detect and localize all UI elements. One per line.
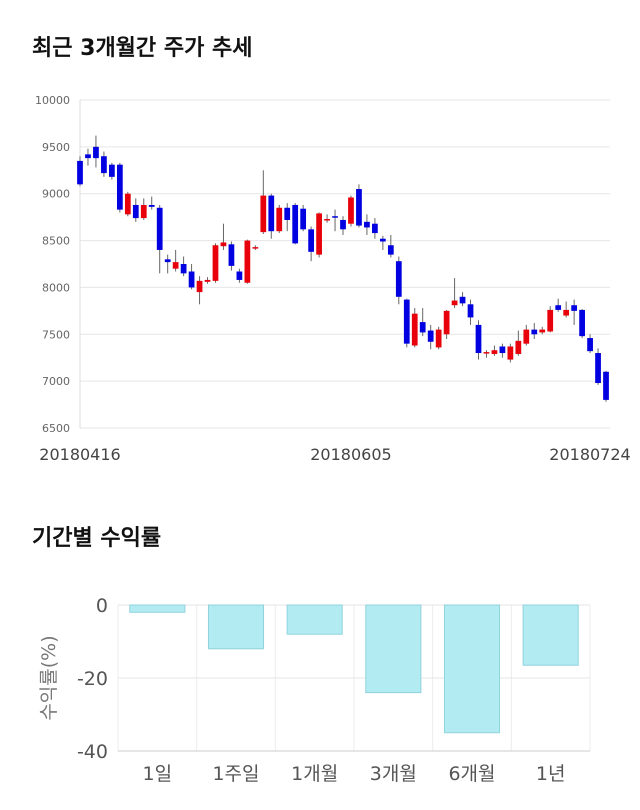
returns-bar-chart: 0 -20 -40 1일 1주일 1개월 3개월 6개월 1년 수익률(%) [38,595,591,785]
return-bar [286,604,343,635]
candle-down [595,353,601,384]
y-tick-label: 7500 [42,328,70,341]
candle-down [356,189,362,226]
candle-up [451,300,458,306]
candle-up [483,352,490,354]
candle-down [587,338,593,352]
candle-down [403,299,410,344]
x-tick-label: 1개월 [291,763,338,785]
candle-up [204,279,211,282]
return-bar [365,604,422,694]
candle-down [467,304,474,318]
price-trend-title: 최근 3개월간 주가 추세 [32,36,253,61]
candle-up [348,197,354,224]
candle-down [579,309,585,337]
candle-down [93,146,99,159]
candle-down [555,305,562,310]
y-tick-label: 7000 [42,375,70,388]
candle-down [531,329,538,335]
candle-down [132,204,139,219]
candle-down [308,229,314,252]
candle-down [164,259,171,263]
candle-down [395,261,402,297]
x-tick-label: 1년 [536,763,566,785]
candle-down [188,271,195,288]
candle-up [547,309,554,332]
candle-down [475,324,482,354]
candle-down [156,207,163,250]
y-axis-label: 수익률(%) [38,635,60,720]
y-tick-label: 6500 [42,422,70,435]
candle-down [364,221,370,228]
candle-down [340,219,346,230]
candle-down [292,204,299,244]
candle-up [260,195,267,233]
return-bar [522,604,579,666]
y-tick-label: -20 [77,668,108,690]
candle-down [85,154,91,159]
candle-up [124,193,131,215]
candle-down [427,330,434,342]
candle-down [372,223,378,234]
x-tick-label: 20180605 [310,445,391,464]
x-tick-label: 1일 [143,763,173,785]
return-bar [207,604,265,650]
candle-up [220,242,227,247]
candle-up [172,262,179,269]
candle-down [268,195,275,232]
candle-up [539,329,546,333]
candle-down [180,264,187,274]
candle-up [563,309,570,316]
candle-down [379,238,386,242]
y-tick-label: 0 [96,595,108,617]
candle-up [324,219,330,221]
candle-down [284,207,291,220]
y-tick-label: 9000 [42,188,70,201]
y-tick-label: 9500 [42,141,70,154]
return-bar [129,604,186,613]
candle-up [411,313,418,346]
x-tick-label: 1주일 [212,763,259,785]
candle-up [196,280,203,293]
candle-down [332,216,338,218]
candle-down [101,156,107,174]
x-tick-label: 20180416 [39,445,120,464]
candlestick-chart: 6500 7000 7500 8000 8500 9000 9500 10000 2018041… [35,94,631,464]
candle-up [507,346,514,360]
candle-up [212,245,219,281]
y-tick-label: 10000 [35,94,70,107]
candle-up [515,340,522,354]
y-tick-label: 8500 [42,235,70,248]
candle-up [435,329,442,348]
candle-down [459,296,466,304]
candle-down [419,322,426,333]
x-tick-label: 20180724 [549,445,630,464]
candle-down [109,164,115,177]
candle-up [443,310,450,335]
candle-down [116,164,123,210]
candle-down [387,245,394,255]
returns-title: 기간별 수익률 [32,526,162,551]
candle-down [77,160,83,185]
candle-down [236,271,243,280]
candle-up [244,240,251,283]
candle-down [148,204,155,207]
candle-up [252,247,259,249]
candle-down [228,244,235,266]
x-tick-label: 6개월 [448,763,495,785]
candle-down [603,371,609,400]
candle-down [571,305,578,311]
candle-up [140,204,147,219]
candle-up [491,350,498,354]
return-bar [443,604,501,734]
candle-down [499,346,506,354]
y-tick-label: 8000 [42,281,70,294]
candle-up [276,207,283,232]
candle-down [300,208,307,230]
candle-up [316,213,322,255]
candle-up [523,329,530,344]
y-tick-label: -40 [77,741,108,763]
x-tick-label: 3개월 [370,763,417,785]
